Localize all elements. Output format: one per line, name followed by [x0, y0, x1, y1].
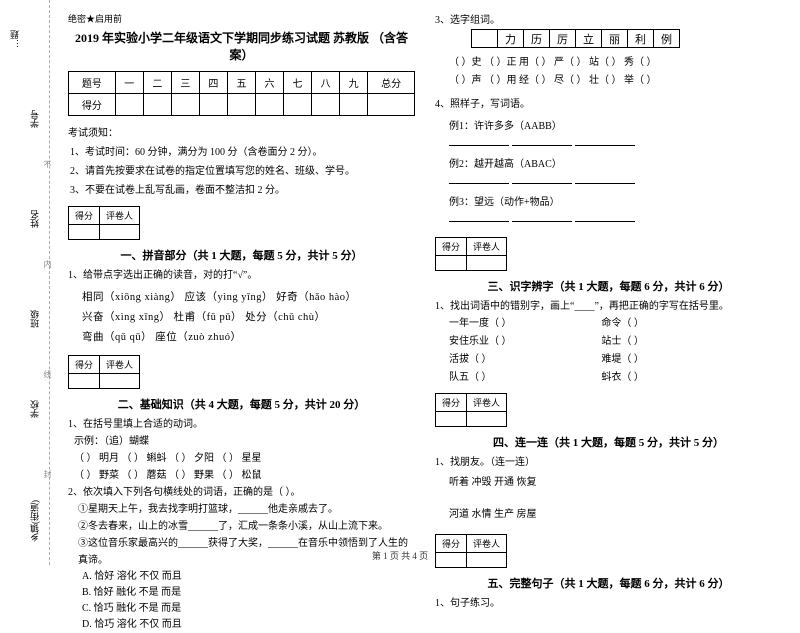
pr0: 命令（ ）: [601, 315, 751, 333]
th-1: 一: [115, 72, 143, 94]
th-9: 九: [340, 72, 368, 94]
th-0: 题号: [69, 72, 116, 94]
bind-field-school: 学校: [28, 400, 41, 418]
exam-title: 2019 年实验小学二年级语文下学期同步练习试题 苏教版 （含答案）: [68, 29, 415, 63]
scorebox-s4: 得分评卷人: [435, 237, 507, 271]
ex1-blanks[interactable]: [449, 136, 782, 149]
scorebox-s5: 得分评卷人: [435, 393, 507, 427]
char-row-1: （ ）声 （ ）用 经（ ） 尽（ ） 壮（ ） 举（ ）: [449, 72, 782, 90]
pr1: 站士（ ）: [601, 333, 751, 351]
cutmark-2: 线: [42, 370, 53, 378]
section-1-title: 一、拼音部分（共 1 大题，每题 5 分，共计 5 分）: [68, 247, 415, 263]
char-6: 例: [654, 30, 680, 48]
notice-item-1: 1、考试时间：60 分钟，满分为 100 分（含卷面分 2 分）。: [70, 143, 415, 162]
pl0: 一年一度（ ）: [449, 315, 599, 333]
s1-row-2: 弯曲（qǔ qū） 座位（zuò zhuó）: [82, 329, 415, 344]
score-table: 题号 一 二 三 四 五 六 七 八 九 总分 得分: [68, 71, 415, 116]
row2-label: 得分: [69, 94, 116, 116]
char-0: 力: [498, 30, 524, 48]
ex3: 例3：望远（动作+物品）: [449, 193, 782, 208]
bind-field-id: 学号: [28, 110, 41, 128]
score-header-row: 题号 一 二 三 四 五 六 七 八 九 总分: [69, 72, 415, 94]
s5-q1: 1、找朋友。（连一连）: [435, 454, 782, 471]
s2-q2: 2、依次填入下列各句横线处的词语，正确的是（ ）。: [68, 484, 415, 501]
notice-item-3: 3、不要在试卷上乱写乱画，卷面不整洁扣 2 分。: [70, 181, 415, 200]
cutmark-4: 不: [42, 160, 53, 168]
s2-q1-ex: 示例：（追）蝴蝶: [74, 433, 415, 450]
section-4-title: 四、连一连（共 1 大题，每题 5 分，共计 5 分）: [435, 434, 782, 450]
th-5: 五: [227, 72, 255, 94]
s1-row-1: 兴奋（xìng xīng） 杜甫（fǔ pǔ） 处分（chǔ chù）: [82, 309, 415, 324]
bind-field-class: 班级: [28, 310, 41, 328]
section-5-title: 五、完整句子（共 1 大题，每题 6 分，共计 6 分）: [435, 575, 782, 591]
scorebox-s2: 得分评卷人: [68, 355, 140, 389]
content-area: 绝密★启用前 2019 年实验小学二年级语文下学期同步练习试题 苏教版 （含答案…: [50, 0, 800, 565]
ex1: 例1：许许多多（AABB）: [449, 117, 782, 132]
th-2: 二: [143, 72, 171, 94]
char-2: 厉: [550, 30, 576, 48]
notice-item-2: 2、请首先按要求在试卷的指定位置填写您的姓名、班级、学号。: [70, 162, 415, 181]
cutmark-1: 封: [42, 470, 53, 478]
pl1: 安住乐业（ ）: [449, 333, 599, 351]
th-10: 总分: [368, 72, 415, 94]
s2-q2-l0: ①星期天上午，我去找李明打篮球，______他走亲戚去了。: [78, 501, 415, 518]
th-6: 六: [255, 72, 283, 94]
cutmark-3: 内: [42, 260, 53, 268]
s2-opt-d: D. 恰巧 溶化 不仅 而且: [82, 617, 415, 633]
char-select-table: 力 历 厉 立 丽 利 例: [471, 29, 680, 48]
sb-c1: 得分: [69, 207, 100, 225]
confidential-label: 绝密★启用前: [68, 12, 415, 25]
pl2: 活拔（ ）: [449, 351, 599, 369]
page-wrap: 乡镇(街道) 学校 班级 姓名 学号 …题 封 线 内 不 绝密★启用前 201…: [0, 0, 800, 565]
s5-row1: 听着 冲毁 开通 恢复: [449, 474, 782, 492]
char-3: 立: [576, 30, 602, 48]
ex3-blanks[interactable]: [449, 212, 782, 225]
s2-opt-b: B. 恰好 融化 不是 而是: [82, 585, 415, 601]
char-4: 丽: [602, 30, 628, 48]
bind-side-note: …题: [8, 30, 21, 48]
ex2: 例2：越开越高（ABAC）: [449, 155, 782, 170]
pr3: 蚪衣（ ）: [601, 369, 751, 387]
s2-opt-a: A. 恰好 溶化 不仅 而且: [82, 569, 415, 585]
bind-field-name: 姓名: [28, 210, 41, 228]
s2-q1-items: （ ） 明月 （ ） 蝌蚪 （ ） 夕阳 （ ） 星星 （ ） 野菜 （ ） 蘑…: [74, 450, 415, 484]
section-3-title: 三、识字辨字（共 1 大题，每题 6 分，共计 6 分）: [435, 278, 782, 294]
s2-q1: 1、在括号里填上合适的动词。: [68, 416, 415, 433]
score-value-row: 得分: [69, 94, 415, 116]
s1-q1: 1、给带点字选出正确的读音，对的打“√”。: [68, 267, 415, 284]
s3-q4-label: 4、照样子，写词语。: [435, 96, 782, 113]
char-5: 利: [628, 30, 654, 48]
s4-pairs: 一年一度（ ） 安住乐业（ ） 活拔（ ） 队五（ ） 命令（ ） 站士（ ） …: [449, 315, 782, 387]
scorebox-s1: 得分评卷人: [68, 206, 140, 240]
notice-heading: 考试须知：: [68, 124, 415, 139]
s2-opt-c: C. 恰巧 融化 不是 而是: [82, 601, 415, 617]
page-footer: 第 1 页 共 4 页: [0, 549, 800, 562]
th-8: 八: [312, 72, 340, 94]
s3-q3-label: 3、选字组词。: [435, 12, 782, 29]
sb-c2: 评卷人: [100, 207, 140, 225]
pr2: 难堤（ ）: [601, 351, 751, 369]
s1-row-0: 相同（xiōng xiàng） 应该（yìng yīng） 好奇（hǎo hào…: [82, 289, 415, 304]
right-column: 3、选字组词。 力 历 厉 立 丽 利 例 （ ）史 （ ）正 用（ ） 严（ …: [435, 12, 782, 557]
section-2-title: 二、基础知识（共 4 大题，每题 5 分，共计 20 分）: [68, 396, 415, 412]
bind-field-township: 乡镇(街道): [28, 500, 41, 542]
s4-q1: 1、找出词语中的错别字，画上“____”，再把正确的字写在括号里。: [435, 298, 782, 315]
pl3: 队五（ ）: [449, 369, 599, 387]
s6-q1: 1、句子练习。: [435, 595, 782, 612]
left-column: 绝密★启用前 2019 年实验小学二年级语文下学期同步练习试题 苏教版 （含答案…: [68, 12, 415, 557]
s2-q2-l1: ②冬去春来，山上的冰雪______了，汇成一条条小溪，从山上流下来。: [78, 518, 415, 535]
th-7: 七: [284, 72, 312, 94]
binding-margin: 乡镇(街道) 学校 班级 姓名 学号 …题 封 线 内 不: [0, 0, 50, 565]
th-3: 三: [171, 72, 199, 94]
s5-row2: 河道 水情 生产 房屋: [449, 506, 782, 524]
char-row-0: （ ）史 （ ）正 用（ ） 严（ ） 站（ ） 秀（ ）: [449, 54, 782, 72]
char-1: 历: [524, 30, 550, 48]
th-4: 四: [199, 72, 227, 94]
ex2-blanks[interactable]: [449, 174, 782, 187]
